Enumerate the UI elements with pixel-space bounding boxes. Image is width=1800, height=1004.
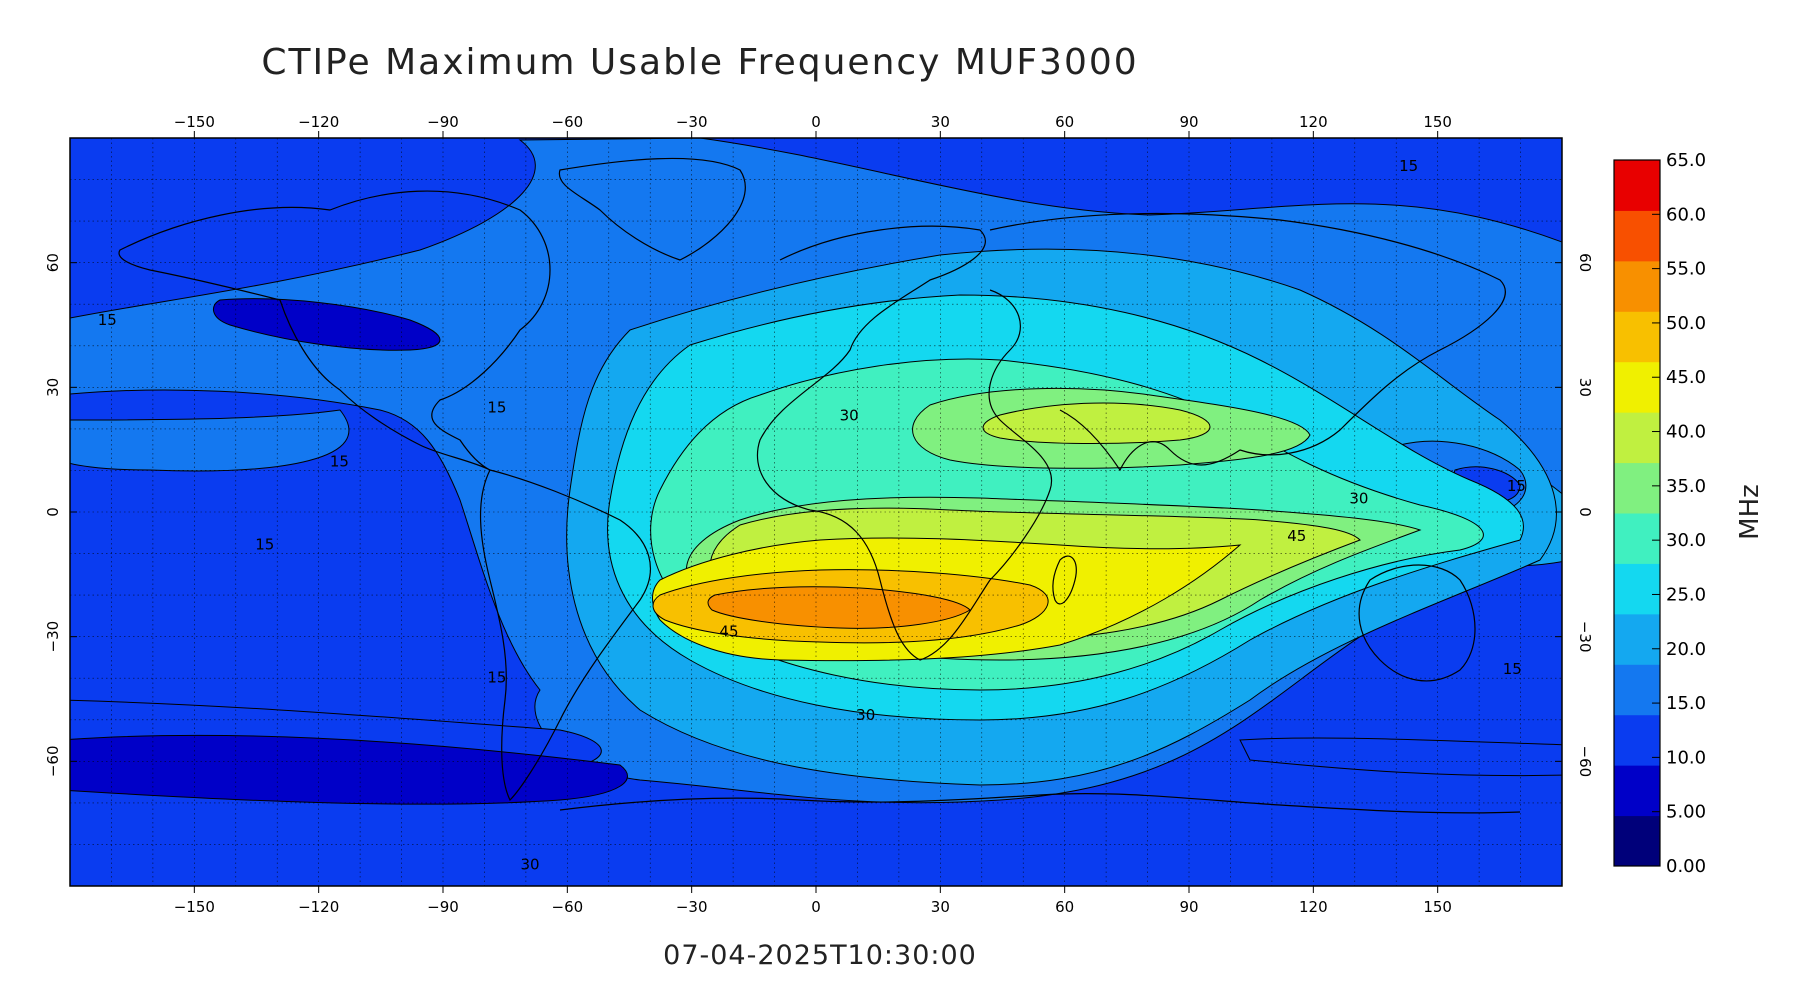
lon-label-top: −30 — [676, 113, 708, 131]
lon-label-bottom: 90 — [1179, 898, 1198, 916]
lon-label-bottom: 0 — [811, 898, 821, 916]
lon-label-bottom: 60 — [1055, 898, 1074, 916]
colorbar-tick-label: 30.0 — [1666, 530, 1706, 551]
contour-label: 30 — [1349, 490, 1368, 508]
contour-label: 45 — [719, 623, 738, 641]
lat-label-left: 0 — [44, 507, 62, 517]
colorbar-segment — [1614, 260, 1660, 312]
graticule-grid — [70, 138, 1562, 886]
colorbar-tick-label: 55.0 — [1666, 259, 1706, 280]
lon-label-bottom: 120 — [1299, 898, 1328, 916]
field-band-10-15-southern-ocean — [1239, 737, 1562, 777]
contour-label: 15 — [330, 452, 349, 470]
colorbar-segment — [1614, 462, 1660, 514]
colorbar-tick-label: 35.0 — [1666, 476, 1706, 497]
lon-label-top: −150 — [174, 113, 215, 131]
colorbar-tick-label: 50.0 — [1666, 313, 1706, 334]
lon-label-top: 90 — [1179, 113, 1198, 131]
contour-label: 15 — [487, 398, 506, 416]
lon-label-top: −120 — [298, 113, 339, 131]
colorbar-tick-label: 65.0 — [1666, 150, 1706, 171]
lon-label-bottom: −60 — [552, 898, 584, 916]
map-timestamp: 07-04-2025T10:30:00 — [663, 940, 977, 971]
field-band-15-20-north-pacific — [70, 409, 350, 472]
lon-label-top: 30 — [931, 113, 950, 131]
lon-label-top: 60 — [1055, 113, 1074, 131]
lat-label-left: 30 — [44, 378, 62, 397]
lat-label-left: −60 — [44, 746, 62, 778]
colorbar-segment — [1614, 210, 1660, 262]
colorbar-frame — [1613, 159, 1661, 867]
colorbar-tick-label: 10.0 — [1666, 747, 1706, 768]
colorbar-segment — [1614, 664, 1660, 716]
coastline-australia — [1358, 564, 1476, 682]
lon-label-bottom: 150 — [1423, 898, 1452, 916]
contour-label: 15 — [255, 535, 274, 553]
lat-label-right: 30 — [1576, 378, 1594, 397]
colorbar-tick-label: 40.0 — [1666, 422, 1706, 443]
colorbar-segment — [1614, 815, 1660, 867]
lat-label-right: −30 — [1576, 621, 1594, 653]
contour-label: 15 — [1503, 660, 1522, 678]
map-title: CTIPe Maximum Usable Frequency MUF3000 — [261, 42, 1139, 83]
coastline-greenland — [558, 157, 746, 261]
lat-label-right: 60 — [1576, 253, 1594, 272]
lon-label-bottom: 30 — [931, 898, 950, 916]
colorbar-tick-label: 25.0 — [1666, 584, 1706, 605]
colorbar-tick-label: 60.0 — [1666, 204, 1706, 225]
colorbar-segment — [1614, 765, 1660, 817]
field-band-5-10-north-america — [212, 298, 441, 351]
colorbar-tick-label: 15.0 — [1666, 693, 1706, 714]
colorbar-segment — [1614, 311, 1660, 363]
lat-label-left: 60 — [44, 253, 62, 272]
lat-label-left: −30 — [44, 621, 62, 653]
contour-label: 45 — [1287, 527, 1306, 545]
coastline-madagascar — [1052, 555, 1077, 605]
colorbar-segment — [1614, 714, 1660, 766]
coastline-south-america — [479, 469, 651, 802]
contour-label: 15 — [98, 311, 117, 329]
contour-labels: 15 15 15 15 15 30 45 30 30 45 15 15 15 30 — [98, 157, 1526, 873]
map-axes: −150 −150 −120 −120 −90 −90 −60 −60 −30 −30 0 0 30 30… — [44, 113, 1594, 916]
colorbar-segment — [1614, 412, 1660, 464]
colorbar-segment — [1614, 563, 1660, 615]
contour-label: 30 — [520, 855, 539, 873]
colorbar-tick-label: 0.00 — [1666, 856, 1706, 877]
colorbar-segment — [1614, 613, 1660, 665]
lon-label-top: −60 — [552, 113, 584, 131]
colorbar-unit-label: MHz — [1735, 484, 1765, 540]
lon-label-bottom: −150 — [174, 898, 215, 916]
field-band-40-45 — [982, 402, 1211, 445]
coastline-europe-africa — [756, 225, 1053, 661]
contour-label: 30 — [856, 706, 875, 724]
lon-label-bottom: −30 — [676, 898, 708, 916]
colorbar-tick-label: 5.00 — [1666, 802, 1706, 823]
lon-label-bottom: −90 — [427, 898, 459, 916]
lon-label-top: −90 — [427, 113, 459, 131]
colorbar-tick-label: 20.0 — [1666, 639, 1706, 660]
coastline-north-america — [118, 190, 551, 471]
lon-label-top: 0 — [811, 113, 821, 131]
contour-label: 15 — [487, 668, 506, 686]
field-band-55-60 — [707, 586, 971, 629]
lon-label-top: 150 — [1423, 113, 1452, 131]
colorbar-segment — [1614, 160, 1660, 211]
contour-label: 15 — [1507, 477, 1526, 495]
contour-label: 30 — [840, 407, 859, 425]
colorbar-tick-label: 45.0 — [1666, 367, 1706, 388]
lon-label-bottom: −120 — [298, 898, 339, 916]
field-band-5-10-south-pacific — [70, 734, 628, 805]
coastline-asia — [989, 212, 1506, 472]
lat-label-right: 0 — [1576, 507, 1594, 517]
lon-label-top: 120 — [1299, 113, 1328, 131]
lat-label-right: −60 — [1576, 746, 1594, 778]
colorbar: 0.00 5.00 10.0 15.0 20.0 25.0 30.0 35.0 40.0 45.0… — [1613, 150, 1706, 877]
colorbar-segment — [1614, 361, 1660, 413]
colorbar-segment — [1614, 513, 1660, 564]
contour-label: 15 — [1399, 157, 1418, 175]
